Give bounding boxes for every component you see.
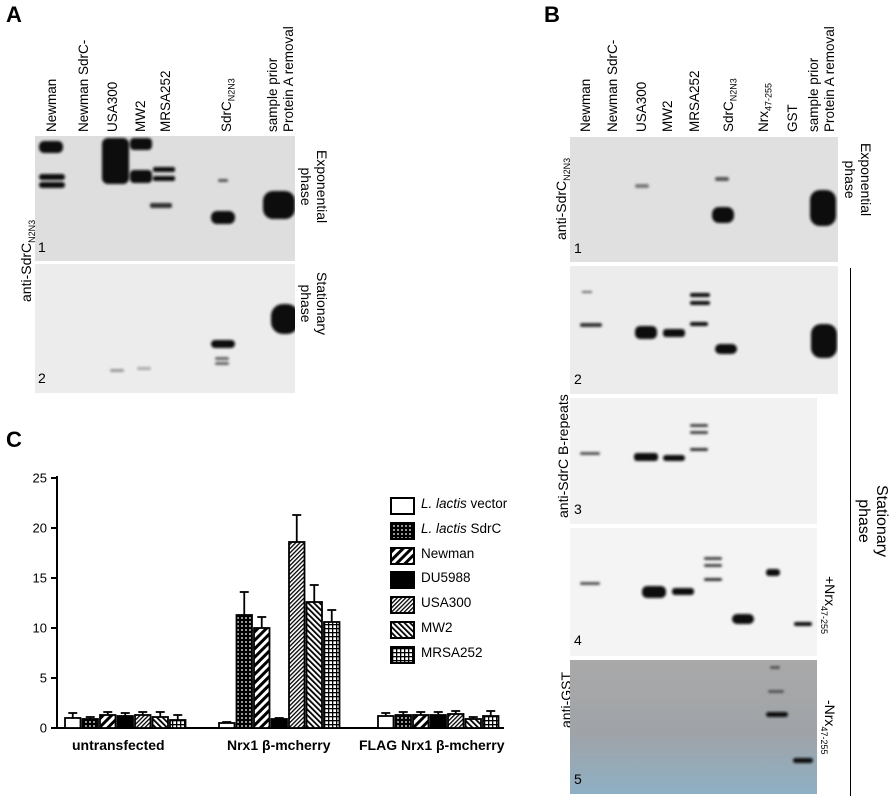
bar — [305, 601, 323, 729]
bar — [447, 713, 465, 729]
panel-a-lane-sdrc-n2n3: SdrCN2N3 — [219, 78, 237, 132]
panel-b-lane-sdrc-n2n3: SdrCN2N3 — [721, 78, 739, 132]
panel-a-blot-2-number: 2 — [38, 370, 46, 386]
legend-label-text: DU5988 — [421, 570, 471, 586]
panel-b-blot-5: 5 — [570, 660, 817, 794]
panel-b-blot-3-number: 3 — [574, 501, 582, 517]
legend-label: L. lactis SdrC — [421, 521, 501, 536]
panel-b-lane-sample-line1: sample prior — [806, 57, 821, 132]
legend-label: USA300 — [421, 595, 471, 610]
panel-a-blot-1-number: 1 — [38, 239, 46, 255]
bar — [116, 715, 134, 729]
bar — [218, 722, 236, 729]
bar — [134, 714, 152, 729]
panel-b-minus-nrx-label: -Nrx47-255 — [819, 700, 838, 755]
y-tick-label: 20 — [33, 521, 47, 536]
legend-swatch — [390, 645, 415, 664]
panel-b-lane-newman-sdrc: Newman SdrC- — [605, 39, 620, 132]
y-tick-label: 10 — [33, 621, 47, 636]
panel-b-blot-1: 1 — [570, 137, 838, 262]
legend-label: MW2 — [421, 620, 453, 635]
legend-label-text: MRSA252 — [421, 644, 483, 660]
panel-a-lane-newman: Newman — [44, 78, 59, 132]
y-tick-label: 0 — [40, 721, 47, 736]
legend-label-text: USA300 — [421, 595, 472, 611]
panel-a-lane-mrsa252: MRSA252 — [158, 70, 173, 132]
legend-label: Newman — [421, 546, 474, 561]
panel-b-phase-exponential: Exponential phase — [842, 143, 874, 217]
panel-a-antibody-label: anti-SdrCN2N3 — [18, 219, 37, 302]
panel-b-lane-usa300: USA300 — [634, 81, 649, 132]
bar — [323, 621, 341, 729]
legend-label: L. lactis vector — [421, 496, 507, 511]
panel-b-plus-nrx-label: +Nrx47-255 — [819, 576, 838, 634]
legend-swatch — [390, 596, 415, 615]
panel-b-lane-newman: Newman — [578, 78, 593, 132]
panel-b-lane-nrx: Nrx47-255 — [756, 82, 774, 132]
panel-a-phase-stationary: Stationary phase — [298, 272, 330, 336]
y-tick-label: 15 — [33, 571, 47, 586]
y-tick-label: 25 — [33, 471, 47, 486]
panel-b-blot-4-number: 4 — [574, 632, 582, 648]
panel-a-lane-mw2: MW2 — [133, 100, 148, 133]
bar — [412, 714, 430, 729]
legend-label: MRSA252 — [421, 645, 483, 660]
legend-swatch — [390, 546, 415, 565]
legend-swatch — [390, 571, 415, 590]
bar — [235, 614, 253, 729]
legend-label-italic: L. lactis — [421, 496, 467, 511]
legend-label-text: Newman — [421, 545, 475, 561]
panel-c-letter: C — [6, 427, 22, 452]
panel-a-blot-1: 1 — [35, 136, 295, 261]
bar — [81, 718, 99, 729]
y-tick-label: 5 — [40, 671, 47, 686]
legend-label-text: SdrC — [466, 520, 502, 536]
x-category-flag-nrx1-mcherry: FLAG Nrx1 β-mcherry — [359, 737, 505, 753]
x-category-untransfected: untransfected — [72, 737, 165, 753]
bar — [99, 714, 117, 729]
panel-b-lane-gst: GST — [785, 104, 800, 132]
legend-swatch — [390, 521, 415, 540]
panel-b-stationary-bracket — [850, 268, 851, 796]
panel-b-blot-1-number: 1 — [574, 240, 582, 256]
panel-a-phase-exponential: Exponential phase — [298, 150, 330, 224]
panel-b-phase-stationary: Stationary phase — [855, 485, 890, 558]
bar — [394, 714, 412, 729]
legend-label-text: vector — [466, 496, 508, 511]
legend-label-text: MW2 — [421, 620, 453, 635]
panel-b-letter: B — [544, 2, 560, 27]
x-category-nrx1-mcherry: Nrx1 β-mcherry — [227, 737, 331, 753]
bar — [64, 717, 82, 729]
bar — [464, 718, 482, 729]
panel-b-lane-sample-line2: Protein A removal — [822, 26, 837, 132]
panel-b-antibody-sdrc-n2n3: anti-SdrCN2N3 — [553, 157, 572, 240]
legend-swatch — [390, 497, 415, 515]
panel-a-letter: A — [6, 2, 22, 27]
panel-a-lane-sample-line2: Protein A removal — [281, 26, 296, 132]
bar — [377, 715, 395, 729]
legend-label-italic: L. lactis — [421, 520, 467, 536]
panel-b-blot-4: 4 — [570, 528, 817, 656]
panel-b-lane-mrsa252: MRSA252 — [687, 70, 702, 132]
panel-c-bar-chart: 0 5 10 15 20 25 — [33, 471, 504, 736]
legend-swatch — [390, 621, 415, 639]
panel-b-blot-2-number: 2 — [574, 371, 582, 387]
bar — [253, 627, 271, 729]
panel-b-lane-mw2: MW2 — [660, 100, 675, 133]
panel-b-blot-3: 3 — [570, 398, 817, 524]
legend-label: DU5988 — [421, 570, 471, 585]
bar — [482, 715, 500, 729]
bar — [169, 719, 187, 729]
panel-a-lane-sample-line1: sample prior — [265, 57, 280, 132]
panel-b-blot-2: 2 — [570, 266, 838, 394]
panel-b-blot-5-number: 5 — [574, 771, 582, 787]
panel-a-lane-usa300: USA300 — [105, 81, 120, 132]
bar — [270, 718, 288, 729]
panel-a-lane-newman-sdrc: Newman SdrC- — [76, 39, 91, 132]
bar — [288, 541, 306, 729]
panel-a-blot-2: 2 — [35, 264, 295, 393]
bar — [151, 716, 169, 729]
bar — [429, 714, 447, 729]
